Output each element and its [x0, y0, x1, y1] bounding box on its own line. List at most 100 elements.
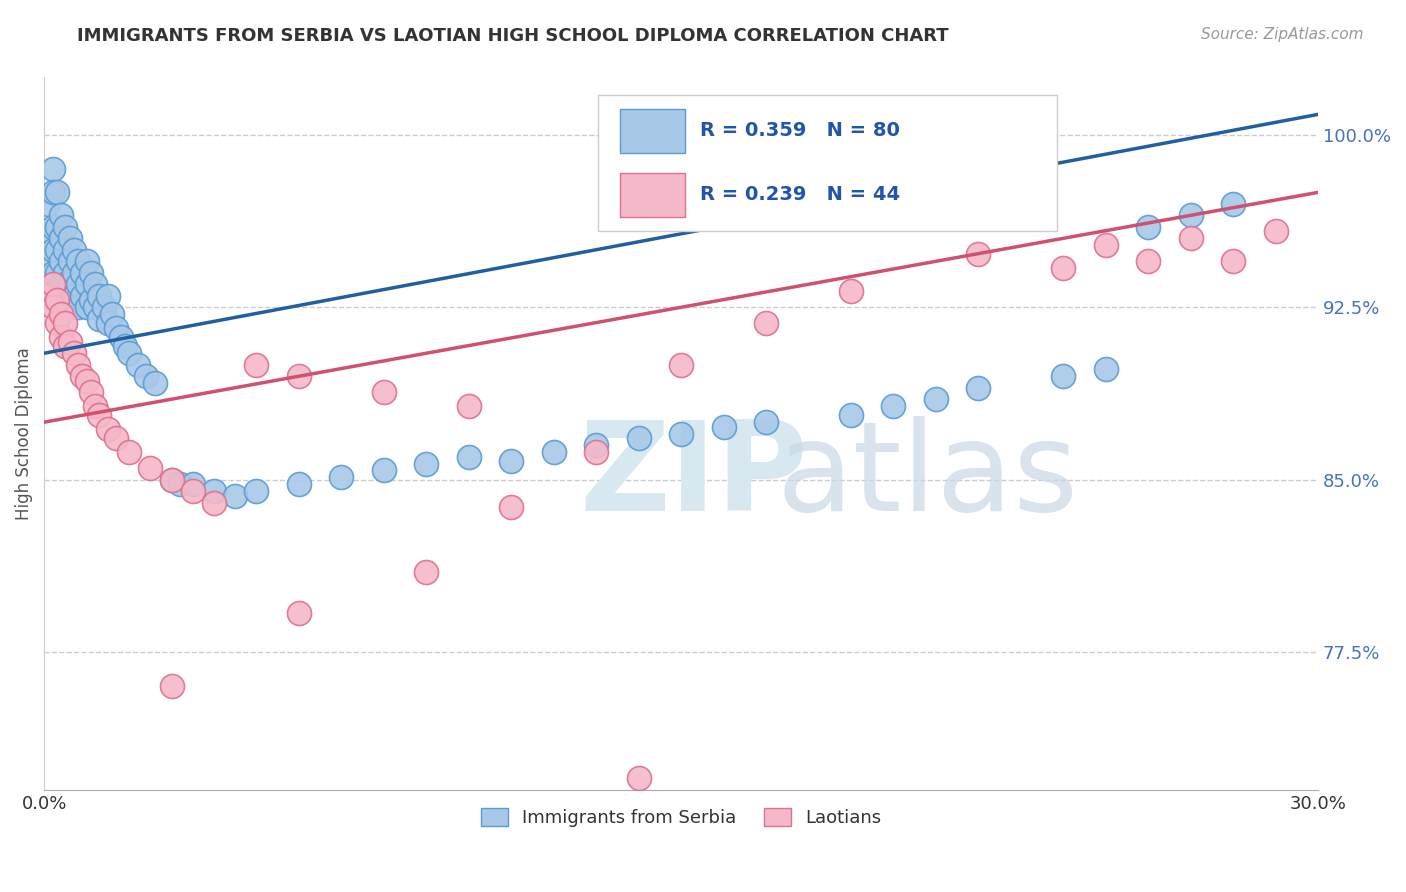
Point: [127, 358, 149, 372]
Point: [45, 293, 67, 308]
Point: [45, 266, 67, 280]
Point: [415, 457, 437, 471]
Point: [1180, 208, 1202, 222]
Point: [839, 284, 862, 298]
Point: [84, 300, 107, 314]
Point: [967, 381, 990, 395]
Point: [76, 254, 98, 268]
Point: [41, 162, 63, 177]
Point: [76, 300, 98, 314]
Point: [169, 477, 191, 491]
Point: [181, 484, 204, 499]
Point: [63, 289, 86, 303]
Point: [627, 772, 650, 786]
Point: [1137, 254, 1160, 268]
FancyBboxPatch shape: [620, 173, 685, 217]
Point: [41, 186, 63, 200]
Point: [118, 346, 141, 360]
Point: [1052, 261, 1074, 276]
Point: [53, 243, 76, 257]
Point: [76, 374, 98, 388]
Point: [41, 300, 63, 314]
Point: [45, 317, 67, 331]
Point: [288, 369, 311, 384]
Text: R = 0.239   N = 44: R = 0.239 N = 44: [700, 186, 900, 204]
Point: [501, 500, 523, 515]
Point: [110, 330, 132, 344]
Point: [41, 277, 63, 292]
Point: [37, 254, 59, 268]
Point: [160, 473, 183, 487]
Point: [80, 385, 103, 400]
Point: [97, 422, 120, 436]
Point: [288, 477, 311, 491]
Point: [839, 409, 862, 423]
Point: [1094, 362, 1116, 376]
Point: [1222, 254, 1244, 268]
Point: [105, 321, 128, 335]
Point: [45, 219, 67, 234]
Point: [882, 399, 904, 413]
Point: [45, 186, 67, 200]
Point: [101, 307, 124, 321]
Point: [58, 277, 80, 292]
FancyBboxPatch shape: [620, 109, 685, 153]
FancyBboxPatch shape: [599, 95, 1057, 231]
Point: [37, 197, 59, 211]
Text: R = 0.359   N = 80: R = 0.359 N = 80: [700, 121, 900, 140]
Point: [755, 317, 778, 331]
Point: [202, 484, 225, 499]
Point: [1094, 238, 1116, 252]
Point: [53, 219, 76, 234]
Point: [202, 495, 225, 509]
Point: [118, 445, 141, 459]
Point: [97, 289, 120, 303]
Point: [37, 231, 59, 245]
Point: [669, 426, 692, 441]
Point: [80, 266, 103, 280]
Text: IMMIGRANTS FROM SERBIA VS LAOTIAN HIGH SCHOOL DIPLOMA CORRELATION CHART: IMMIGRANTS FROM SERBIA VS LAOTIAN HIGH S…: [77, 27, 949, 45]
Point: [373, 385, 395, 400]
Point: [543, 445, 565, 459]
Point: [58, 231, 80, 245]
Point: [89, 289, 111, 303]
Point: [114, 339, 136, 353]
Point: [143, 376, 166, 391]
Point: [373, 463, 395, 477]
Point: [181, 477, 204, 491]
Point: [49, 208, 72, 222]
Point: [89, 409, 111, 423]
Point: [457, 450, 479, 464]
Legend: Immigrants from Serbia, Laotians: Immigrants from Serbia, Laotians: [474, 800, 889, 834]
Point: [288, 606, 311, 620]
Point: [669, 358, 692, 372]
Point: [80, 293, 103, 308]
Point: [135, 369, 157, 384]
Point: [160, 680, 183, 694]
Point: [49, 254, 72, 268]
Point: [37, 289, 59, 303]
Point: [585, 445, 607, 459]
Point: [72, 266, 94, 280]
Point: [755, 415, 778, 429]
Point: [245, 358, 267, 372]
Point: [967, 247, 990, 261]
Point: [53, 339, 76, 353]
Point: [1180, 231, 1202, 245]
Point: [76, 277, 98, 292]
Point: [139, 461, 162, 475]
Point: [53, 317, 76, 331]
Point: [1222, 197, 1244, 211]
Point: [713, 419, 735, 434]
Point: [45, 243, 67, 257]
Point: [49, 330, 72, 344]
Point: [89, 311, 111, 326]
Point: [925, 392, 948, 407]
Point: [53, 300, 76, 314]
Point: [67, 254, 90, 268]
Point: [53, 277, 76, 292]
Point: [41, 243, 63, 257]
Point: [585, 438, 607, 452]
Point: [49, 307, 72, 321]
Point: [63, 243, 86, 257]
